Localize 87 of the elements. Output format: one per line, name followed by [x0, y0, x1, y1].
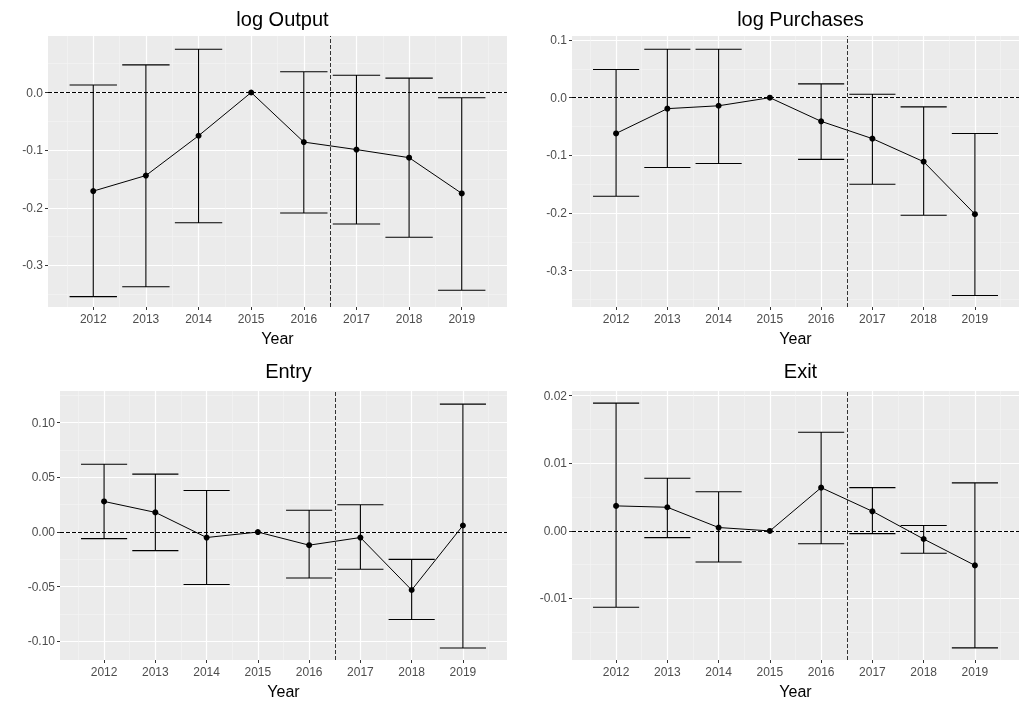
x-tick-label: 2018: [398, 665, 426, 679]
y-tick-label: 0.0: [550, 90, 568, 105]
x-tick-label: 2017: [859, 665, 887, 679]
point: [715, 524, 722, 531]
chart-title: Entry: [265, 360, 312, 382]
point: [613, 502, 620, 509]
x-tick-label: 2016: [807, 312, 835, 326]
x-tick-label: 2014: [705, 665, 733, 679]
x-tick-label: 2013: [653, 665, 682, 679]
y-tick-label: -0.2: [22, 200, 44, 215]
point: [142, 172, 149, 179]
point: [300, 139, 307, 146]
y-tick-label: 0.01: [543, 456, 568, 471]
point: [920, 158, 927, 165]
x-tick-label: 2016: [290, 312, 318, 326]
y-tick-label: -0.05: [27, 579, 56, 594]
y-tick-label: -0.1: [546, 148, 568, 163]
point: [715, 102, 722, 109]
x-tick-label: 2015: [756, 665, 784, 679]
y-tick-label: 0.05: [31, 470, 56, 485]
point: [971, 211, 978, 218]
x-tick-label: 2015: [237, 312, 265, 326]
x-tick-label: 2017: [343, 312, 371, 326]
x-tick-label: 2014: [185, 312, 213, 326]
x-tick-label: 2015: [756, 312, 784, 326]
x-tick-label: 2014: [193, 665, 221, 679]
y-tick-label: -0.10: [27, 634, 56, 649]
x-axis-title: Year: [779, 682, 813, 700]
point: [306, 542, 313, 549]
y-tick-label: -0.3: [546, 263, 568, 278]
x-tick-label: 2018: [910, 312, 938, 326]
y-tick-label: 0.10: [31, 415, 56, 430]
x-tick-label: 2017: [859, 312, 887, 326]
y-tick-label: -0.2: [546, 206, 568, 221]
x-tick-label: 2012: [602, 312, 630, 326]
y-tick-label: 0.00: [543, 523, 568, 538]
point: [101, 498, 108, 505]
x-tick-label: 2016: [295, 665, 323, 679]
point: [971, 562, 978, 569]
point: [664, 105, 671, 112]
y-tick-label: 0.0: [26, 85, 44, 100]
point: [353, 146, 360, 153]
chart-title: log Purchases: [737, 8, 864, 30]
point: [90, 188, 97, 195]
x-tick-label: 2019: [961, 312, 989, 326]
x-tick-label: 2013: [653, 312, 682, 326]
point: [818, 484, 825, 491]
point: [459, 522, 466, 529]
x-axis-title: Year: [267, 682, 301, 700]
x-tick-label: 2012: [79, 312, 107, 326]
point: [458, 190, 465, 197]
y-tick-label: 0.02: [543, 388, 568, 403]
chart-title: Exit: [783, 360, 818, 382]
x-tick-label: 2012: [602, 665, 630, 679]
point: [203, 534, 210, 541]
point: [664, 504, 671, 511]
point: [766, 527, 773, 534]
x-tick-label: 2013: [141, 665, 170, 679]
point: [869, 135, 876, 142]
x-tick-label: 2019: [449, 665, 477, 679]
x-tick-label: 2017: [347, 665, 375, 679]
x-tick-label: 2019: [448, 312, 476, 326]
point: [195, 132, 202, 139]
x-tick-label: 2018: [910, 665, 938, 679]
x-axis-title: Year: [779, 329, 813, 347]
point: [357, 534, 364, 541]
x-tick-label: 2016: [807, 665, 835, 679]
x-axis-title: Year: [261, 329, 295, 347]
y-tick-label: 0.00: [31, 525, 56, 540]
x-tick-label: 2015: [244, 665, 272, 679]
y-tick-label: -0.3: [22, 258, 44, 273]
x-tick-label: 2012: [90, 665, 118, 679]
point: [869, 508, 876, 515]
point: [406, 154, 413, 161]
point: [152, 509, 159, 516]
y-tick-label: -0.01: [539, 591, 568, 606]
point: [613, 130, 620, 137]
point: [818, 118, 825, 125]
x-tick-label: 2019: [961, 665, 989, 679]
x-tick-label: 2013: [132, 312, 160, 326]
chart-title: log Output: [236, 8, 330, 30]
point: [408, 587, 415, 594]
x-tick-label: 2014: [705, 312, 733, 326]
point: [920, 536, 927, 543]
y-tick-label: -0.1: [22, 143, 44, 158]
y-tick-label: 0.1: [550, 33, 568, 48]
x-tick-label: 2018: [395, 312, 423, 326]
